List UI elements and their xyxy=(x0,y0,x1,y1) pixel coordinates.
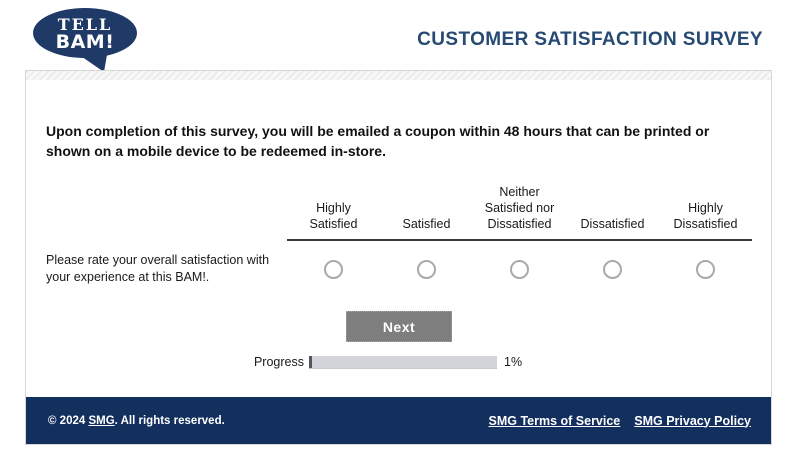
radio-cell xyxy=(287,241,380,297)
question-text: Please rate your overall satisfaction wi… xyxy=(46,253,270,284)
radio-neither[interactable] xyxy=(510,259,529,279)
card-top-texture xyxy=(26,71,771,80)
coupon-intro-text: Upon completion of this survey, you will… xyxy=(46,123,710,159)
radio-cell xyxy=(380,241,473,297)
footer-links: SMG Terms of Service SMG Privacy Policy xyxy=(489,414,752,428)
radio-highly-dissatisfied[interactable] xyxy=(696,259,715,279)
radio-cell xyxy=(659,241,752,297)
rating-table: Highly Satisfied Satisfied Neither Satis… xyxy=(46,179,752,297)
scale-header-highly-satisfied: Highly Satisfied xyxy=(287,179,380,241)
speech-bubble-tail xyxy=(75,49,108,72)
copyright-prefix: © 2024 xyxy=(48,414,89,427)
copyright-text: © 2024 SMG. All rights reserved. xyxy=(48,415,225,427)
terms-of-service-link[interactable]: SMG Terms of Service xyxy=(488,413,621,428)
radio-cell xyxy=(473,241,566,297)
smg-link[interactable]: SMG xyxy=(88,414,115,427)
radio-highly-satisfied[interactable] xyxy=(324,259,343,279)
scale-header-dissatisfied: Dissatisfied xyxy=(566,179,659,241)
scale-header-satisfied: Satisfied xyxy=(380,179,473,241)
scale-header-highly-dissatisfied: Highly Dissatisfied xyxy=(659,179,752,241)
radio-cell xyxy=(566,241,659,297)
next-button[interactable]: Next xyxy=(346,311,452,342)
survey-card: Upon completion of this survey, you will… xyxy=(25,70,772,445)
page-title: CUSTOMER SATISFACTION SURVEY xyxy=(417,29,763,50)
privacy-policy-link[interactable]: SMG Privacy Policy xyxy=(634,413,751,428)
footer: © 2024 SMG. All rights reserved. SMG Ter… xyxy=(26,397,771,444)
progress-bar xyxy=(309,356,497,369)
progress-label: Progress xyxy=(253,355,304,369)
logo-text-bam: BAM! xyxy=(56,31,115,53)
tell-bam-logo: TELL BAM! xyxy=(33,8,137,72)
progress-bar-fill xyxy=(309,356,312,368)
copyright-suffix: . All rights reserved. xyxy=(114,414,225,427)
scale-header-neither: Neither Satisfied nor Dissatisfied xyxy=(473,179,566,241)
logo-text-tell: TELL xyxy=(58,15,113,34)
speech-bubble-icon xyxy=(33,8,137,58)
radio-satisfied[interactable] xyxy=(417,259,436,279)
progress-value: 1% xyxy=(504,355,523,369)
radio-dissatisfied[interactable] xyxy=(603,259,622,279)
rating-table-corner xyxy=(46,179,287,241)
